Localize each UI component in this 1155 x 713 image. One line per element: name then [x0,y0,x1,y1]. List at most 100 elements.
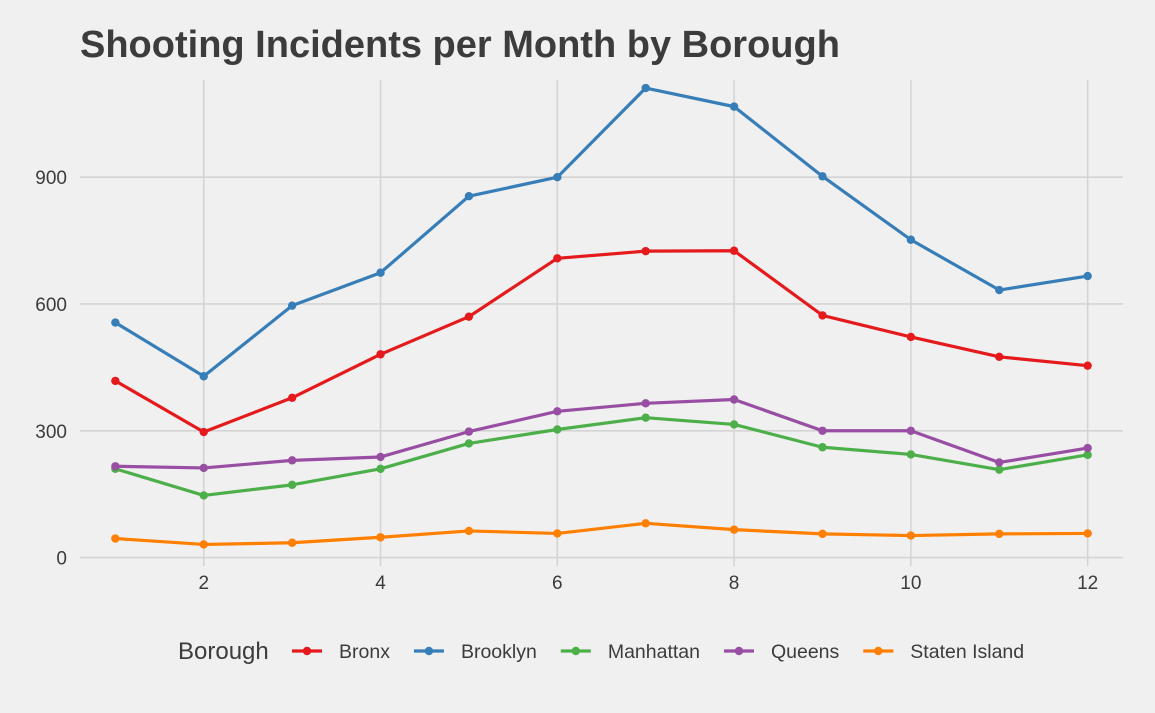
axis-tick-labels: 2 4 6 8 10 12 0 300 600 900 [35,168,1098,594]
legend-item-staten-island: Staten Island [863,641,1024,663]
data-point-queens-10 [906,426,916,435]
data-point-staten-island-4 [376,533,385,542]
data-point-bronx-6 [553,254,562,263]
data-point-staten-island-9 [818,529,827,539]
data-point-staten-island-2 [199,540,208,549]
data-point-bronx-3 [287,393,297,403]
chart-title: Shooting Incidents per Month by Borough [80,24,840,66]
data-point-staten-island-11 [995,529,1004,539]
y-tick-label-0: 0 [56,549,67,570]
x-tick-label-10: 10 [900,573,921,594]
series-line-queens [113,397,1090,470]
data-point-brooklyn-3 [287,301,297,310]
data-point-staten-island-5 [464,526,474,536]
data-point-manhattan-3 [287,480,297,490]
legend-key-point [302,646,312,656]
y-tick-label-300: 300 [35,422,67,443]
grid-lines [80,80,1123,566]
data-point-manhattan-2 [199,491,208,500]
data-point-manhattan-4 [376,464,385,473]
data-point-brooklyn-1 [111,318,120,327]
data-point-manhattan-12 [1083,450,1092,460]
legend-label-manhattan: Manhattan [608,641,700,663]
x-tick-label-4: 4 [375,573,386,594]
data-point-queens-5 [464,427,474,436]
legend-key-point [424,646,434,656]
legend-item-queens: Queens [723,641,840,663]
data-point-manhattan-7 [641,413,650,422]
data-point-queens-11 [995,458,1004,467]
series-line-bronx [113,249,1090,434]
data-point-brooklyn-9 [818,172,827,181]
data-point-brooklyn-5 [464,192,474,201]
legend-item-brooklyn: Brooklyn [413,641,537,663]
x-tick-label-12: 12 [1077,573,1098,594]
series-staten-island [111,519,1092,549]
data-point-brooklyn-8 [729,102,739,111]
x-tick-label-8: 8 [729,573,740,594]
data-point-queens-7 [641,399,650,408]
data-point-queens-12 [1083,443,1092,453]
legend: Borough Bronx Brooklyn Manhattan Queens State… [178,638,1024,665]
data-point-staten-island-8 [729,525,739,534]
data-point-brooklyn-2 [199,372,208,381]
data-point-brooklyn-7 [641,83,650,93]
legend-label-queens: Queens [771,641,840,663]
data-point-staten-island-7 [641,519,650,528]
data-point-manhattan-5 [464,439,474,448]
series-line-staten-island [113,521,1090,547]
legend-label-brooklyn: Brooklyn [461,641,537,663]
series-brooklyn [111,83,1092,381]
legend-key-point [874,646,883,656]
data-point-manhattan-6 [553,425,562,434]
data-point-queens-3 [287,456,297,465]
data-point-queens-8 [729,395,739,404]
data-point-brooklyn-4 [376,268,385,277]
data-point-manhattan-10 [906,450,916,459]
y-tick-label-600: 600 [35,295,67,316]
data-point-staten-island-6 [553,529,562,538]
data-point-brooklyn-12 [1083,271,1092,281]
series-line-manhattan [113,416,1090,498]
legend-label-bronx: Bronx [339,641,390,663]
legend-key-point [734,646,744,656]
x-tick-label-6: 6 [552,573,563,594]
legend-item-bronx: Bronx [292,641,390,663]
legend-key-point [571,646,581,656]
series-bronx [111,246,1092,437]
data-point-bronx-4 [376,350,385,359]
data-point-bronx-7 [641,246,650,256]
legend-label-staten-island: Staten Island [910,641,1024,663]
series-line-brooklyn [113,86,1090,378]
y-tick-label-900: 900 [35,168,67,189]
data-point-manhattan-9 [818,443,827,452]
data-point-manhattan-11 [995,465,1004,474]
series-manhattan [111,413,1092,500]
data-point-queens-4 [376,452,385,462]
data-point-queens-9 [818,426,827,435]
data-point-staten-island-1 [111,534,120,543]
data-point-brooklyn-10 [906,235,916,244]
data-point-staten-island-3 [287,538,297,547]
data-point-queens-6 [553,407,562,416]
data-point-bronx-2 [199,427,208,437]
series-lines [111,83,1092,549]
data-point-bronx-5 [464,312,474,321]
legend-title: Borough [178,638,269,665]
data-point-bronx-10 [906,332,916,342]
data-point-staten-island-12 [1083,529,1092,538]
data-point-brooklyn-6 [553,173,562,182]
data-point-manhattan-8 [729,420,739,429]
data-point-queens-2 [199,463,208,473]
data-point-brooklyn-11 [995,285,1004,295]
data-point-bronx-8 [729,246,739,255]
data-point-bronx-11 [995,352,1004,362]
series-queens [111,395,1092,473]
data-point-bronx-1 [111,376,120,386]
x-tick-label-2: 2 [198,573,209,594]
data-point-queens-1 [111,462,120,471]
data-point-bronx-12 [1083,361,1092,370]
data-point-staten-island-10 [906,531,916,540]
legend-item-manhattan: Manhattan [560,641,700,663]
